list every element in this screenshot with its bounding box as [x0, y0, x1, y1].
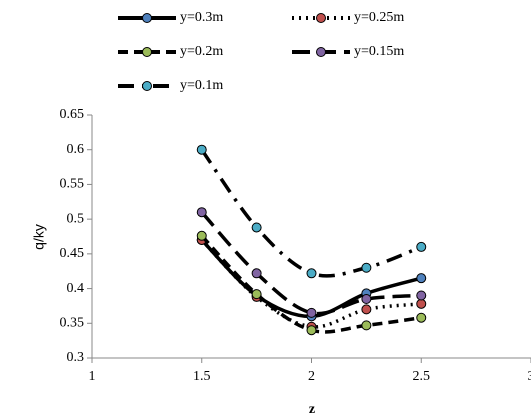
y-tick-label: 0.3 — [67, 350, 85, 365]
y-tick-label: 0.65 — [60, 107, 85, 122]
y-tick-label: 0.45 — [60, 246, 85, 261]
data-point — [196, 230, 207, 241]
data-point — [361, 320, 372, 331]
x-tick-label: 3 — [528, 369, 531, 384]
data-point — [361, 262, 372, 273]
legend-label: y=0.2m — [180, 44, 223, 59]
x-axis-label: z — [309, 402, 315, 417]
y-tick-label: 0.6 — [67, 142, 85, 157]
x-tick-label: 1 — [89, 369, 96, 384]
data-point — [196, 207, 207, 218]
x-tick-label: 1.5 — [193, 369, 211, 384]
legend-label: y=0.25m — [354, 10, 404, 25]
data-point — [196, 144, 207, 155]
y-axis-label: q/ky — [31, 224, 47, 250]
x-tick-label: 2 — [308, 369, 315, 384]
data-point — [251, 222, 262, 233]
data-point — [416, 312, 427, 323]
data-point — [361, 293, 372, 304]
data-point — [306, 268, 317, 279]
y-tick-label: 0.35 — [60, 316, 85, 331]
legend-marker — [316, 47, 326, 57]
x-tick-label: 2.5 — [413, 369, 431, 384]
legend-marker — [142, 13, 152, 23]
data-point — [251, 268, 262, 279]
data-point — [416, 298, 427, 309]
data-point — [251, 289, 262, 300]
y-tick-label: 0.5 — [67, 211, 85, 226]
legend-marker — [316, 13, 326, 23]
y-tick-label: 0.55 — [60, 177, 85, 192]
legend-label: y=0.3m — [180, 10, 223, 25]
legend-label: y=0.15m — [354, 44, 404, 59]
legend-marker — [142, 47, 152, 57]
legend-marker — [142, 81, 152, 91]
series-line — [200, 211, 422, 316]
data-point — [306, 325, 317, 336]
data-point — [306, 307, 317, 318]
data-point — [416, 241, 427, 252]
series-line — [200, 148, 422, 278]
y-tick-label: 0.4 — [67, 281, 85, 296]
data-point — [416, 290, 427, 301]
data-point — [361, 304, 372, 315]
legend-label: y=0.1m — [180, 78, 223, 93]
data-point — [416, 273, 427, 284]
